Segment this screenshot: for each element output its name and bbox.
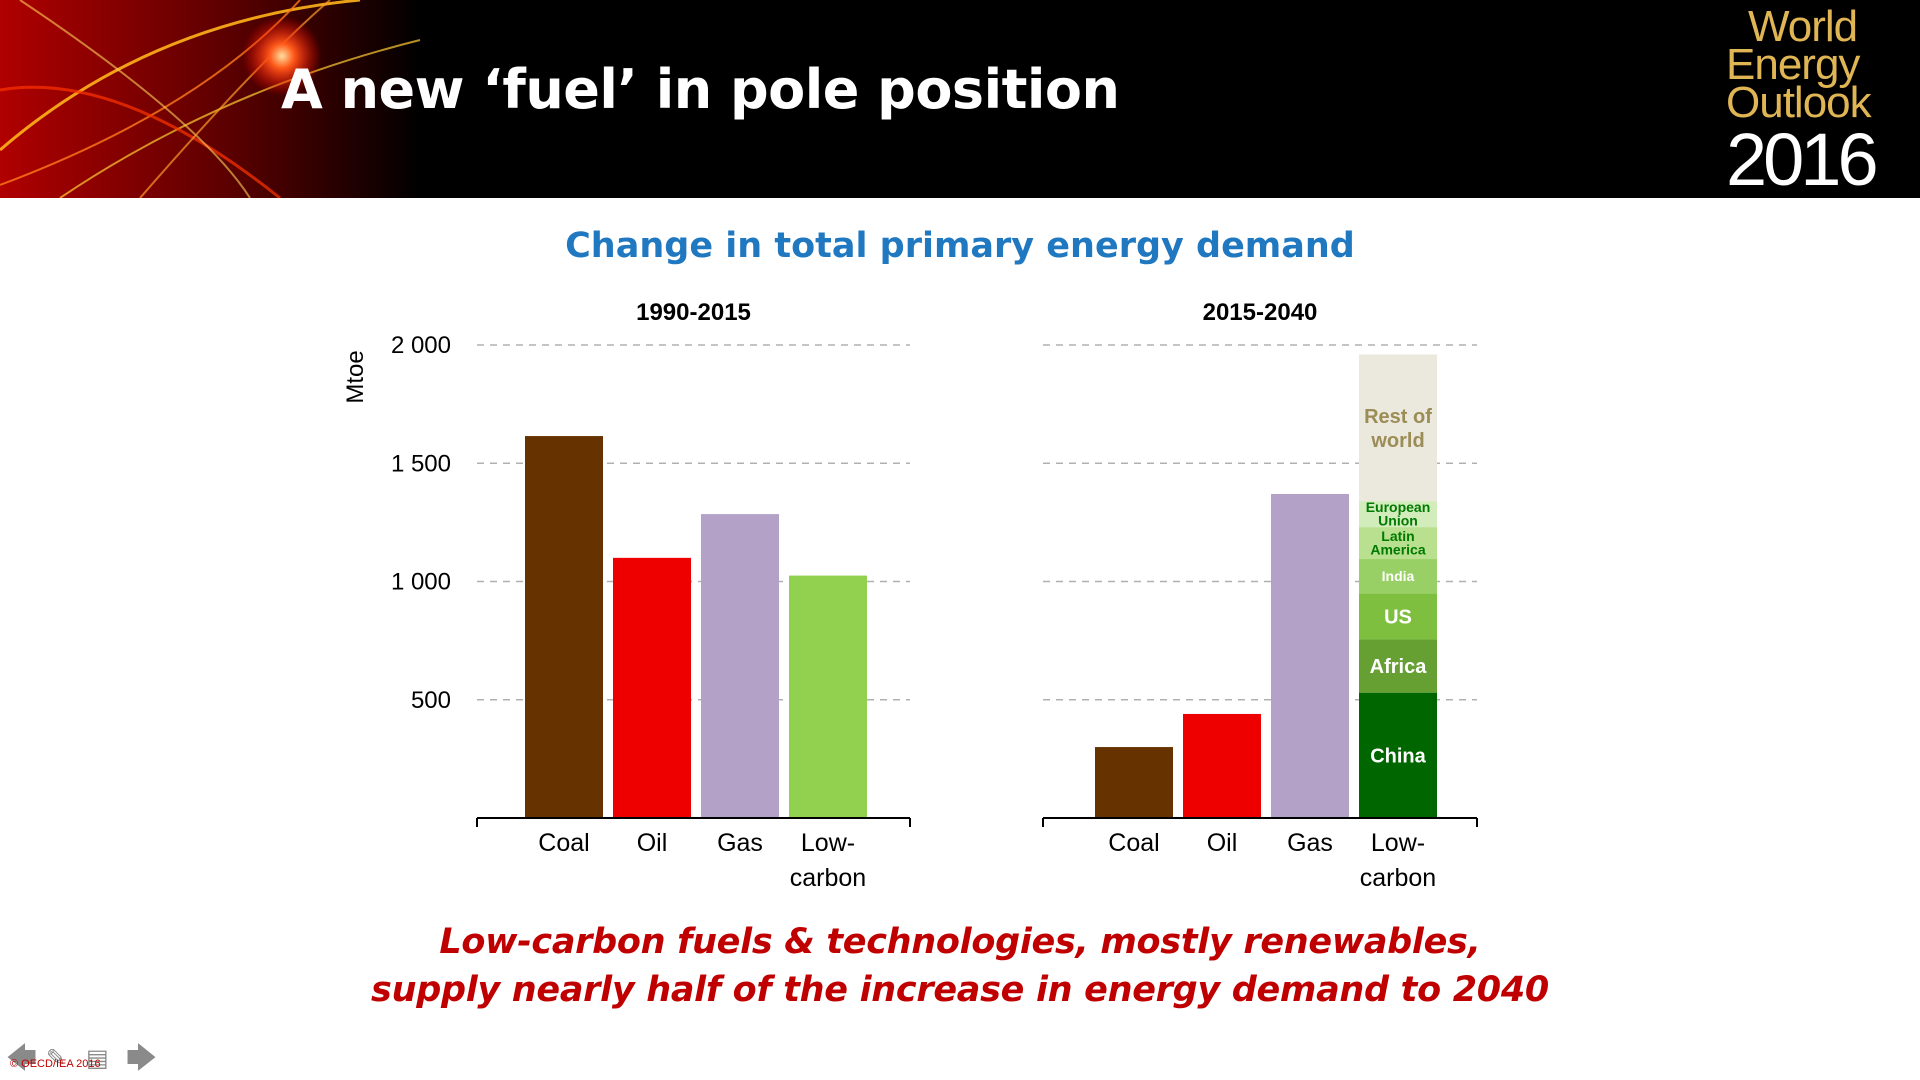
stacked-segment xyxy=(1359,692,1437,818)
menu-icon[interactable]: ▤ xyxy=(86,1045,109,1072)
x-tick-label: Gas xyxy=(1287,829,1333,857)
x-tick-label: Oil xyxy=(1207,829,1238,857)
stacked-segment xyxy=(1359,354,1437,502)
stacked-segment xyxy=(1359,527,1437,560)
x-tick-label: Coal xyxy=(538,829,589,857)
previous-arrow-icon[interactable]: 🡄 xyxy=(6,1042,37,1075)
chart-title: Change in total primary energy demand xyxy=(565,226,1355,266)
segment-label: world xyxy=(1370,430,1424,452)
energy-demand-chart: 500 1 000 1 500 2 000 Mtoe 1990-2015 Coal Oil Ga… xyxy=(342,299,1478,892)
y-tick-label: 1 000 xyxy=(391,569,451,596)
caption-line-2: supply nearly half of the increase in en… xyxy=(371,970,1549,1010)
segment-label: Africa xyxy=(1370,656,1428,678)
x-tick-label: Low- xyxy=(801,829,855,857)
segment-label: Union xyxy=(1378,513,1418,529)
x-tick-label: carbon xyxy=(790,864,866,892)
logo-line-world: World xyxy=(1748,2,1858,51)
slide-title: A new ‘fuel’ in pole position xyxy=(281,58,1120,121)
logo-line-year: 2016 xyxy=(1726,118,1879,198)
y-tick-label: 1 500 xyxy=(391,450,451,477)
slide-navigation: 🡄 ✎ ▤ 🡆 xyxy=(6,1044,166,1074)
logo-line-energy: Energy xyxy=(1726,40,1860,89)
caption-line-1: Low-carbon fuels & technologies, mostly … xyxy=(439,922,1481,962)
slide-header: A new ‘fuel’ in pole position World Ener… xyxy=(0,0,1920,198)
segment-label: China xyxy=(1370,745,1426,767)
x-tick-label: Gas xyxy=(717,829,763,857)
y-axis-label: Mtoe xyxy=(342,350,369,403)
pen-icon[interactable]: ✎ xyxy=(46,1045,67,1072)
logo-line-outlook: Outlook xyxy=(1726,78,1872,127)
x-tick-label: Oil xyxy=(637,829,668,857)
bar xyxy=(1271,493,1349,818)
bar xyxy=(613,557,691,818)
x-tick-label: Low- xyxy=(1371,829,1425,857)
x-tick-label: Coal xyxy=(1108,829,1159,857)
header-light-streaks xyxy=(0,0,421,198)
panel-title: 1990-2015 xyxy=(636,299,751,326)
stacked-segment xyxy=(1359,501,1437,528)
bar xyxy=(525,436,603,818)
world-energy-outlook-logo: World Energy Outlook 2016 xyxy=(1726,2,1916,198)
segment-label: Latin xyxy=(1381,528,1414,544)
bar xyxy=(701,514,779,818)
segment-label: America xyxy=(1370,542,1425,558)
bar xyxy=(1095,747,1173,818)
y-tick-label: 500 xyxy=(411,687,451,714)
y-tick-label: 2 000 xyxy=(391,332,451,359)
next-arrow-icon[interactable]: 🡆 xyxy=(126,1042,157,1075)
segment-label: US xyxy=(1384,606,1412,628)
bar xyxy=(1183,713,1261,818)
x-tick-label: carbon xyxy=(1360,864,1436,892)
segment-label: India xyxy=(1382,568,1415,584)
stacked-segment xyxy=(1359,639,1437,693)
segment-label: Rest of xyxy=(1364,406,1432,428)
bar xyxy=(789,575,867,818)
stacked-segment xyxy=(1359,559,1437,594)
stacked-segment xyxy=(1359,593,1437,640)
segment-label: European xyxy=(1366,499,1431,515)
copyright-notice: © OECD/IEA 2016 xyxy=(10,1058,101,1070)
panel-title: 2015-2040 xyxy=(1203,299,1318,326)
